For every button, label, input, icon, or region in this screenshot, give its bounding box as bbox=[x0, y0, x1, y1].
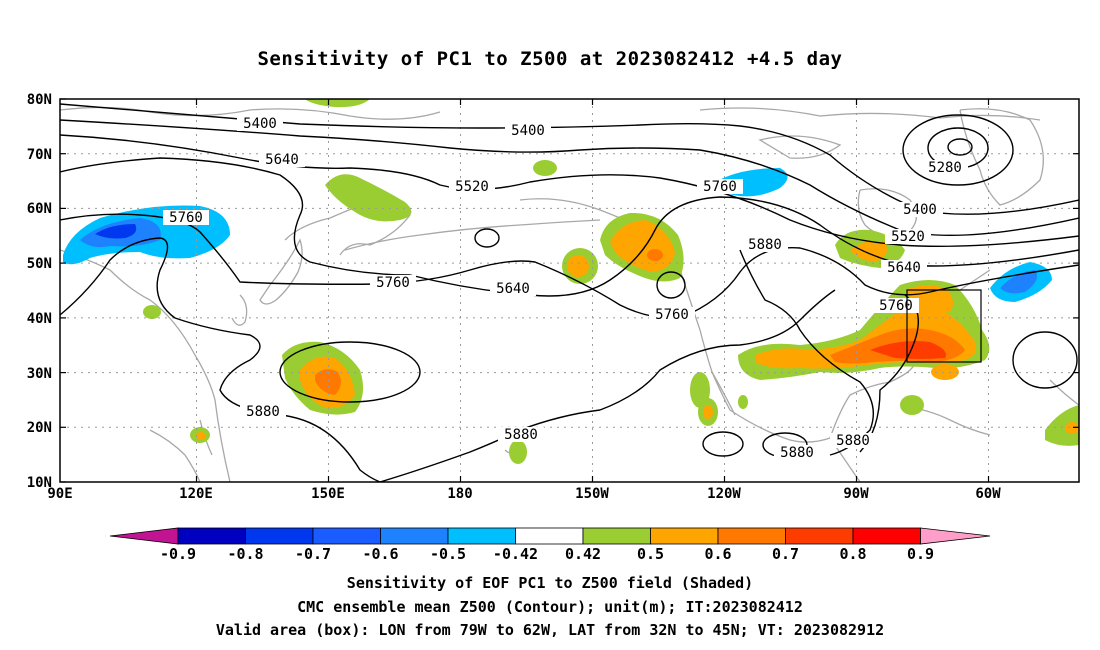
figure-title: Sensitivity of PC1 to Z500 at 2023082412… bbox=[257, 48, 843, 70]
lat-label: 40N bbox=[27, 311, 52, 327]
contour-label: 5400 bbox=[903, 202, 937, 218]
caption-shading: Sensitivity of EOF PC1 to Z500 field (Sh… bbox=[346, 574, 754, 592]
colorbar-label: 0.7 bbox=[772, 545, 799, 563]
lat-label: 60N bbox=[27, 201, 52, 217]
colorbar-label: -0.7 bbox=[295, 545, 331, 563]
lon-label: 150E bbox=[311, 486, 345, 502]
plot-frame bbox=[59, 98, 1080, 483]
colorbar-label: -0.42 bbox=[493, 545, 538, 563]
colorbar: -0.9 -0.8 -0.7 -0.6 -0.5 -0.42 0.42 0.5 … bbox=[109, 527, 991, 563]
lon-label: 120E bbox=[179, 486, 213, 502]
colorbar-segment bbox=[785, 527, 854, 545]
contour-label: 5880 bbox=[836, 433, 870, 449]
lat-label: 70N bbox=[27, 147, 52, 163]
colorbar-label: 0.6 bbox=[704, 545, 731, 563]
colorbar-segment bbox=[717, 527, 786, 545]
colorbar-label: 0.5 bbox=[637, 545, 664, 563]
lat-label: 30N bbox=[27, 366, 52, 382]
colorbar-segment bbox=[515, 527, 584, 545]
colorbar-label: -0.8 bbox=[227, 545, 263, 563]
contour-label: 5400 bbox=[243, 116, 277, 132]
colorbar-segment bbox=[650, 527, 719, 545]
lat-labels: 80N 70N 60N 50N 40N 30N 20N 10N bbox=[27, 92, 52, 491]
lon-label: 90W bbox=[843, 486, 869, 502]
lon-label: 90E bbox=[47, 486, 72, 502]
lat-label: 50N bbox=[27, 256, 52, 272]
sensitivity-shading bbox=[63, 99, 1079, 464]
colorbar-label: 0.42 bbox=[565, 545, 601, 563]
colorbar-label: 0.8 bbox=[839, 545, 866, 563]
caption-valid-area: Valid area (box): LON from 79W to 62W, L… bbox=[215, 621, 885, 639]
colorbar-label: -0.9 bbox=[160, 545, 196, 563]
colorbar-label: -0.5 bbox=[430, 545, 466, 563]
contour-label: 5880 bbox=[748, 237, 782, 253]
colorbar-segment bbox=[380, 527, 449, 545]
colorbar-arrow-high bbox=[920, 527, 991, 545]
contour-label: 5520 bbox=[891, 229, 925, 245]
colorbar-segment bbox=[447, 527, 516, 545]
contour-label: 5760 bbox=[879, 298, 913, 314]
contour-label: 5640 bbox=[887, 260, 921, 276]
lat-label: 20N bbox=[27, 420, 52, 436]
colorbar-segment bbox=[245, 527, 314, 545]
contour-label: 5640 bbox=[265, 152, 299, 168]
lon-label: 180 bbox=[447, 486, 472, 502]
lat-label: 80N bbox=[27, 92, 52, 108]
colorbar-segment bbox=[177, 527, 246, 545]
contour-label: 5880 bbox=[780, 445, 814, 461]
lon-label: 120W bbox=[707, 486, 741, 502]
graticule bbox=[60, 99, 1079, 482]
contour-labels: 5400 5400 5640 5520 5760 5760 5280 5400 … bbox=[163, 116, 968, 461]
lon-labels: 90E 120E 150E 180 150W 120W 90W 60W bbox=[47, 486, 1001, 502]
lon-label: 150W bbox=[575, 486, 609, 502]
valid-area-box bbox=[906, 289, 982, 363]
contour-label: 5880 bbox=[504, 427, 538, 443]
colorbar-segment bbox=[582, 527, 651, 545]
caption-contour: CMC ensemble mean Z500 (Contour); unit(m… bbox=[297, 598, 803, 616]
lon-label: 60W bbox=[975, 486, 1001, 502]
axis-ticks bbox=[60, 98, 1079, 483]
colorbar-segment bbox=[312, 527, 381, 545]
lat-label: 10N bbox=[27, 475, 52, 491]
colorbar-label: -0.6 bbox=[362, 545, 398, 563]
contour-label: 5760 bbox=[703, 179, 737, 195]
contour-label: 5520 bbox=[455, 179, 489, 195]
contour-label: 5640 bbox=[496, 281, 530, 297]
colorbar-arrow-low bbox=[109, 527, 179, 545]
contour-label: 5760 bbox=[169, 210, 203, 226]
contour-label: 5880 bbox=[246, 404, 280, 420]
contour-label: 5760 bbox=[655, 307, 689, 323]
colorbar-segment bbox=[852, 527, 921, 545]
contour-label: 5280 bbox=[928, 160, 962, 176]
contour-label: 5760 bbox=[376, 275, 410, 291]
contour-label: 5400 bbox=[511, 123, 545, 139]
colorbar-label: 0.9 bbox=[907, 545, 934, 563]
